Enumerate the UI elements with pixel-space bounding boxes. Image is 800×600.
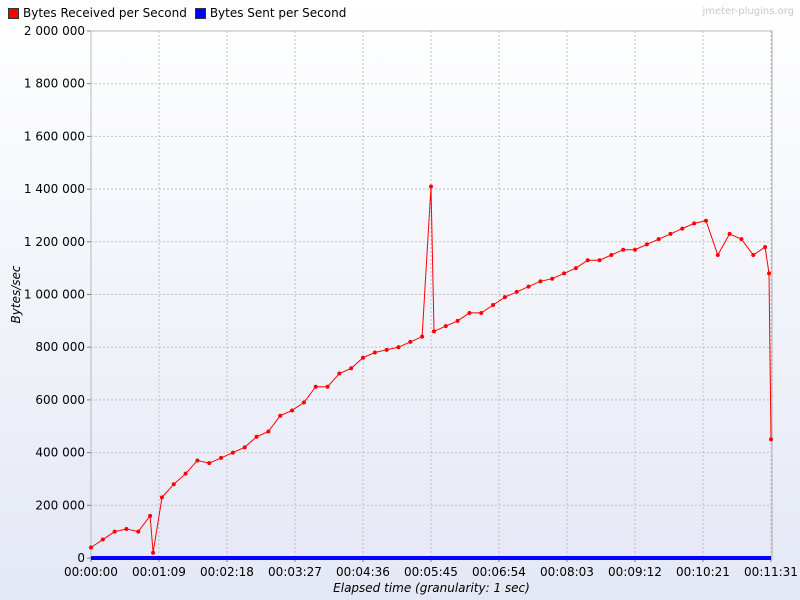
data-point-received (479, 310, 484, 315)
x-tick-label: 00:11:31 (744, 565, 798, 579)
y-tick-label: 200 000 (35, 498, 85, 512)
data-point-received (361, 355, 366, 360)
data-point-received (467, 310, 472, 315)
data-point-received (408, 339, 413, 344)
y-tick-label: 0 (77, 551, 85, 565)
data-point-received (384, 347, 389, 352)
data-point-received (278, 413, 283, 418)
data-point-received (124, 527, 129, 532)
data-point-received (502, 295, 507, 300)
data-point-received (633, 247, 638, 252)
data-point-received (668, 231, 673, 236)
x-axis-label: Elapsed time (granularity: 1 sec) (333, 581, 530, 595)
data-point-received (538, 279, 543, 284)
data-point-received (100, 537, 105, 542)
data-point-received (621, 247, 626, 252)
x-tick-label: 00:06:54 (472, 565, 526, 579)
legend-swatch-received (8, 7, 19, 19)
legend-label-sent: Bytes Sent per Second (209, 6, 347, 20)
x-tick-label: 00:00:00 (64, 565, 118, 579)
data-point-received (644, 242, 649, 247)
x-tick-label: 00:05:45 (404, 565, 458, 579)
data-point-received (420, 334, 425, 339)
data-point-received (254, 434, 259, 439)
data-point-received (609, 252, 614, 257)
data-point-received (573, 266, 578, 271)
data-point-received (301, 400, 306, 405)
data-point-received (769, 437, 774, 442)
data-point-received (455, 318, 460, 323)
data-point-received (562, 271, 567, 276)
x-tick-label: 00:09:12 (608, 565, 662, 579)
legend-item-sent: Bytes Sent per Second (194, 6, 347, 20)
x-tick-label: 00:01:09 (132, 565, 186, 579)
x-tick-label: 00:04:36 (336, 565, 390, 579)
data-point-received (148, 513, 153, 518)
legend-item-received: Bytes Received per Second (8, 6, 187, 20)
x-tick-label: 00:10:21 (676, 565, 730, 579)
legend-label-received: Bytes Received per Second (23, 6, 187, 20)
y-tick-label: 400 000 (35, 446, 85, 460)
y-tick-label: 1 800 000 (24, 77, 85, 91)
data-point-received (514, 289, 519, 294)
data-point-received (751, 252, 756, 257)
data-point-received (230, 450, 235, 455)
data-point-received (763, 245, 768, 250)
data-point-received (550, 276, 555, 281)
data-point-received (372, 350, 377, 355)
y-tick-label: 800 000 (35, 340, 85, 354)
data-point-received (585, 258, 590, 263)
legend-swatch-sent (194, 7, 206, 19)
data-point-received (767, 271, 772, 276)
data-point-received (443, 324, 448, 329)
data-point-received (727, 231, 732, 236)
y-tick-label: 1 400 000 (24, 182, 85, 196)
data-point-received (183, 471, 188, 476)
data-point-received (313, 384, 318, 389)
data-point-received (325, 384, 330, 389)
data-point-received (431, 329, 436, 334)
y-tick-label: 600 000 (35, 393, 85, 407)
data-point-received (219, 455, 224, 460)
watermark: jmeter-plugins.org (702, 6, 794, 17)
y-tick-label: 1 600 000 (24, 129, 85, 143)
data-point-received (337, 371, 342, 376)
data-point-received (656, 237, 661, 242)
data-point-received (680, 226, 685, 231)
y-tick-label: 1 000 000 (24, 288, 85, 302)
data-point-received (266, 429, 271, 434)
data-point-received (136, 529, 141, 534)
data-point-received (692, 221, 697, 226)
x-tick-label: 00:02:18 (200, 565, 254, 579)
data-point-received (195, 458, 200, 463)
data-point-received (703, 218, 708, 223)
y-tick-label: 1 200 000 (24, 235, 85, 249)
data-point-received (491, 303, 496, 308)
data-point-received (159, 495, 164, 500)
x-tick-label: 00:03:27 (268, 565, 322, 579)
y-axis-label: Bytes/sec (9, 265, 23, 323)
data-point-received (429, 184, 434, 189)
data-point-received (89, 545, 93, 550)
data-point-received (151, 550, 156, 555)
data-point-received (597, 258, 602, 263)
y-tick-label: 2 000 000 (24, 24, 85, 38)
data-point-received (112, 529, 117, 534)
data-point-received (171, 482, 176, 487)
data-point-received (207, 461, 212, 466)
data-point-received (242, 445, 247, 450)
x-tick-label: 00:08:03 (540, 565, 594, 579)
data-point-received (290, 408, 295, 413)
data-point-received (526, 284, 531, 289)
data-point-received (739, 237, 744, 242)
data-point-received (396, 345, 401, 350)
data-point-received (715, 252, 720, 257)
legend: Bytes Received per Second Bytes Sent per… (8, 6, 354, 20)
data-point-received (349, 366, 354, 371)
